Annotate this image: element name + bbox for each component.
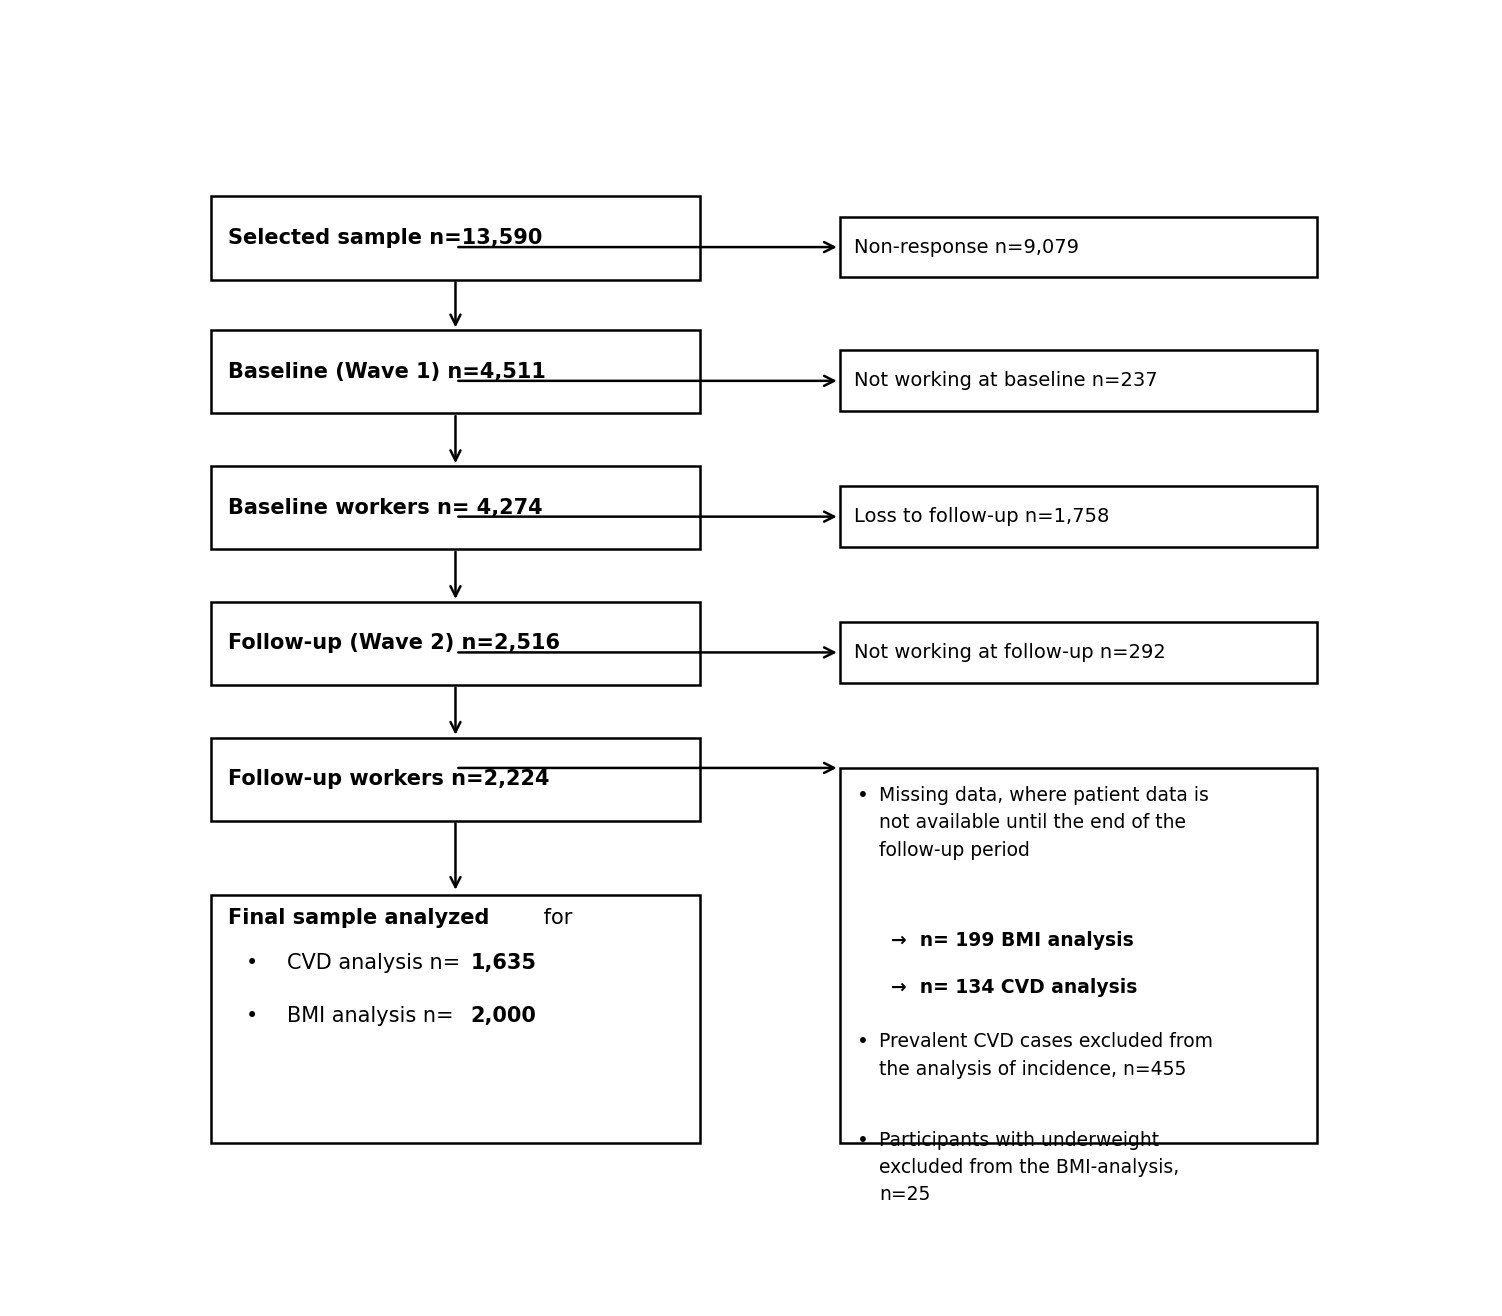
Text: Selected sample n=13,590: Selected sample n=13,590 [228,228,542,247]
Text: •: • [858,1130,870,1150]
Bar [210,895,700,1142]
Text: Baseline workers n= 4,274: Baseline workers n= 4,274 [228,497,544,517]
Text: Final sample analyzed: Final sample analyzed [228,908,490,928]
Text: Follow-up (Wave 2) n=2,516: Follow-up (Wave 2) n=2,516 [228,633,560,653]
Text: →  n= 134 CVD analysis: → n= 134 CVD analysis [891,978,1137,996]
Text: •: • [858,786,870,805]
Bar [210,330,700,413]
Text: Missing data, where patient data is
not available until the end of the
follow-up: Missing data, where patient data is not … [879,786,1209,859]
Text: 1,635: 1,635 [470,953,536,974]
Text: CVD analysis n=: CVD analysis n= [287,953,460,974]
Bar [840,622,1317,683]
Text: •: • [858,1033,870,1051]
Text: Prevalent CVD cases excluded from
the analysis of incidence, n=455: Prevalent CVD cases excluded from the an… [879,1033,1214,1079]
Text: Participants with underweight
excluded from the BMI-analysis,
n=25: Participants with underweight excluded f… [879,1130,1179,1204]
Bar [210,196,700,279]
Text: Follow-up workers n=2,224: Follow-up workers n=2,224 [228,769,550,790]
Bar [840,769,1317,1142]
Bar [210,466,700,549]
Text: BMI analysis n=: BMI analysis n= [287,1005,454,1026]
Text: •: • [246,953,258,974]
Bar [210,737,700,821]
Text: Loss to follow-up n=1,758: Loss to follow-up n=1,758 [853,507,1108,526]
Text: Not working at follow-up n=292: Not working at follow-up n=292 [853,644,1166,662]
Text: 2,000: 2,000 [470,1005,536,1026]
Bar [840,217,1317,278]
Bar [840,486,1317,547]
Text: Baseline (Wave 1) n=4,511: Baseline (Wave 1) n=4,511 [228,362,547,382]
Text: for: for [538,908,572,928]
Text: Non-response n=9,079: Non-response n=9,079 [853,238,1078,257]
Bar [210,601,700,684]
Text: →  n= 199 BMI analysis: → n= 199 BMI analysis [891,932,1134,950]
Text: •: • [246,1005,258,1026]
Bar [840,350,1317,411]
Text: Not working at baseline n=237: Not working at baseline n=237 [853,371,1157,391]
